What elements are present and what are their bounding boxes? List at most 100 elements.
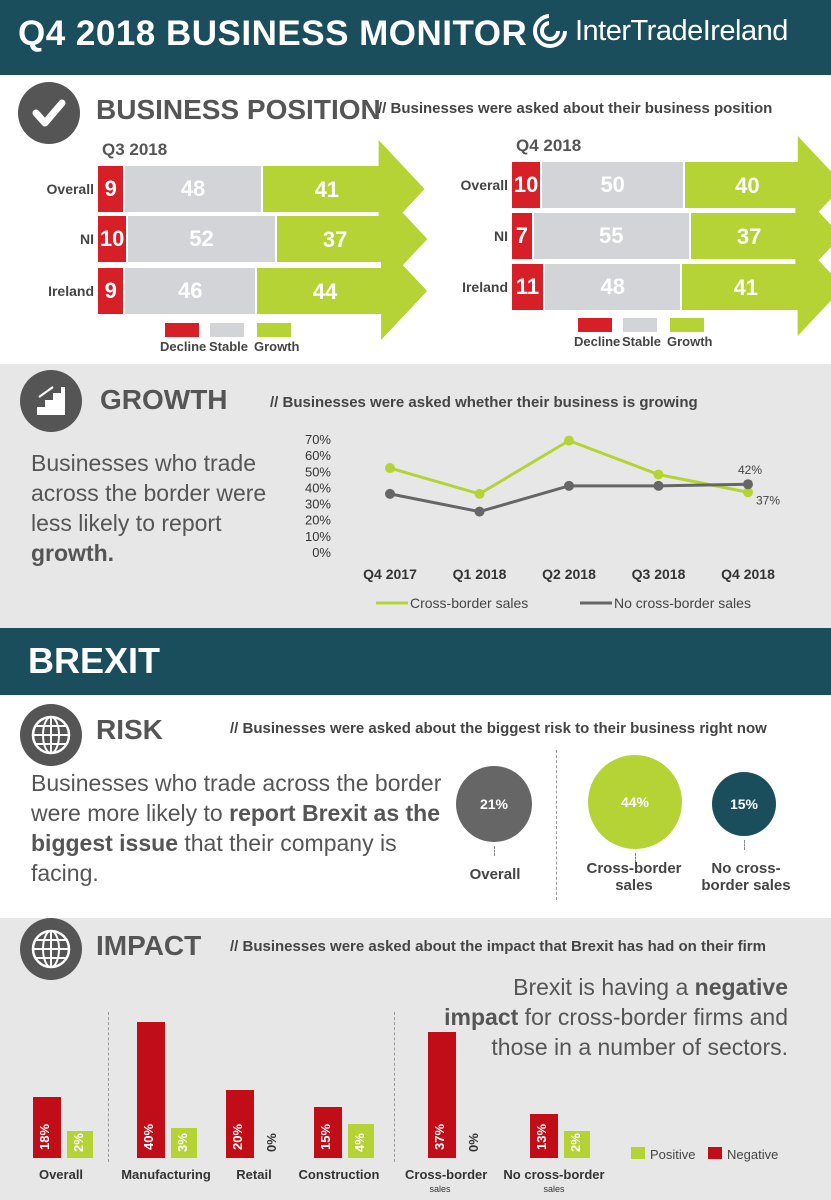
row-label: Overall — [46, 181, 94, 197]
positive-bar — [348, 1124, 374, 1158]
legend-decline-swatch-q4 — [578, 318, 612, 332]
legend-stable: Stable — [209, 339, 249, 354]
positive-bar-label: 0% — [466, 1133, 481, 1152]
y-tick-label: 40% — [305, 480, 331, 495]
negative-bar — [33, 1096, 61, 1158]
row-label: Overall — [460, 177, 508, 193]
positive-bar-label: 0% — [264, 1133, 279, 1152]
growth-value: 40 — [735, 173, 759, 198]
y-tick-label: 50% — [305, 464, 331, 479]
negative-bar-label: 18% — [37, 1123, 52, 1150]
data-point — [564, 435, 574, 446]
growth-value: 41 — [314, 177, 338, 202]
category-label: Manufacturing — [121, 1167, 211, 1182]
data-point — [743, 479, 753, 490]
growth-arrow: 40 — [685, 136, 831, 234]
data-point — [743, 487, 753, 498]
negative-bar — [314, 1107, 342, 1158]
category-sublabel: sales — [543, 1184, 565, 1194]
growth-note: // Businesses were asked whether their b… — [270, 394, 698, 411]
business-position-section — [18, 82, 80, 144]
decline-bar: 7 — [512, 213, 532, 259]
data-point — [564, 480, 574, 491]
growth-statement-bold: growth. — [31, 540, 115, 566]
q3-period-label: Q3 2018 — [102, 140, 168, 159]
impact-statement-bold: negative impact — [444, 974, 788, 1030]
legend-growth-q4: Growth — [667, 334, 713, 349]
risk-bubble: 44% — [588, 755, 682, 849]
stable-bar: 46 — [125, 268, 256, 314]
category-label: Cross-border — [405, 1167, 488, 1182]
data-point — [653, 469, 664, 480]
legend-label: Cross-border sales — [410, 595, 528, 611]
legend-negative-swatch — [708, 1147, 722, 1159]
risk-note: // Businesses were asked about the bigge… — [230, 720, 767, 737]
brand-logo: InterTradeIreland — [533, 14, 788, 48]
risk-title: RISK — [96, 714, 163, 745]
stable-bar: 50 — [542, 162, 684, 208]
legend-decline: Decline — [160, 339, 207, 354]
bubble-connector — [744, 840, 745, 850]
risk-icon-wrap — [20, 704, 82, 766]
brexit-banner: BREXIT — [0, 628, 831, 695]
negative-bar-label: 20% — [230, 1123, 245, 1150]
decline-bar: 9 — [98, 166, 124, 212]
decline-bar: 9 — [98, 268, 124, 314]
data-point — [474, 488, 485, 499]
risk-divider — [556, 750, 557, 900]
growth-arrow: 41 — [682, 238, 831, 336]
data-point — [385, 463, 395, 474]
growth-arrow: 37 — [690, 187, 831, 285]
annotation-label: 37% — [756, 493, 780, 507]
risk-bubble: 15% — [712, 772, 776, 836]
growth-value: 37 — [737, 224, 761, 249]
x-tick-label: Q4 2017 — [363, 566, 417, 582]
bubble-connector — [635, 853, 636, 863]
impact-note: // Businesses were asked about the impac… — [230, 938, 766, 955]
y-tick-label: 60% — [305, 448, 331, 463]
category-label: Overall — [38, 1167, 84, 1182]
legend-stable-swatch — [210, 323, 244, 337]
header-bar: Q4 2018 BUSINESS MONITOR InterTradeIrela… — [0, 0, 831, 75]
data-point — [474, 506, 485, 517]
positive-bar — [67, 1131, 93, 1158]
decline-bar: 10 — [512, 162, 541, 208]
impact-icon-wrap — [20, 918, 82, 980]
y-tick-label: 70% — [305, 432, 331, 447]
stable-bar: 55 — [533, 213, 689, 259]
risk-statement: Businesses who trade across the border w… — [31, 768, 451, 888]
impact-divider-2 — [394, 1012, 395, 1162]
brexit-title: BREXIT — [28, 640, 161, 681]
legend-positive-swatch — [631, 1147, 645, 1159]
impact-statement-tail: for cross-border firms and those in a nu… — [491, 1004, 788, 1060]
impact-statement-text: Brexit is having a — [513, 974, 695, 1000]
legend-growth-swatch — [257, 323, 291, 337]
legend-negative: Negative — [727, 1147, 779, 1162]
legend-growth: Growth — [254, 339, 300, 354]
category-sublabel: sales — [429, 1184, 451, 1194]
growth-section — [0, 364, 831, 628]
legend-stable-q4: Stable — [622, 334, 662, 349]
negative-bar — [530, 1113, 558, 1158]
row-label: Ireland — [462, 279, 508, 295]
positive-bar-label: 2% — [71, 1133, 86, 1152]
legend-stable-swatch-q4 — [623, 318, 657, 332]
data-point — [385, 488, 395, 499]
x-tick-label: Q2 2018 — [542, 566, 596, 582]
positive-bar-label: 4% — [352, 1133, 367, 1152]
globe-icon — [20, 918, 82, 980]
decline-bar: 11 — [512, 264, 544, 310]
logo-swirl-icon — [533, 14, 567, 48]
row-label: NI — [80, 231, 94, 247]
row-label: NI — [494, 228, 508, 244]
positive-bar-label: 2% — [568, 1133, 583, 1152]
risk-bubble: 21% — [456, 766, 532, 842]
y-tick-label: 0% — [312, 545, 331, 560]
impact-divider-1 — [108, 1012, 109, 1162]
growth-icon-wrap — [20, 370, 82, 432]
negative-bar-label: 40% — [141, 1123, 156, 1150]
category-label: Retail — [236, 1167, 272, 1182]
growth-arrow-shape — [690, 187, 831, 285]
brand-name: InterTradeIreland — [575, 14, 788, 47]
checkmark-icon — [18, 82, 80, 144]
